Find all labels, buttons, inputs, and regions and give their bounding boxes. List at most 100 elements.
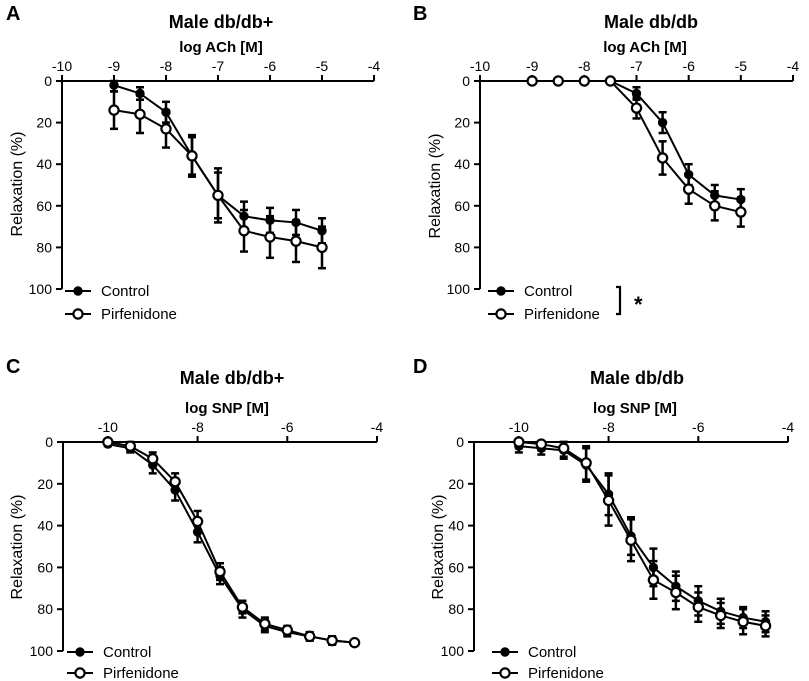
series-control — [514, 440, 771, 634]
y-tick-label: 20 — [454, 115, 470, 131]
data-point-open — [169, 476, 181, 488]
legend-marker-filled — [496, 286, 506, 296]
series-line — [518, 441, 766, 627]
significance-marker: * — [634, 292, 643, 317]
legend-marker-open — [495, 308, 507, 320]
chart-panel-b: B Male db/db log ACh [M] Relaxation (%) -10 -… — [413, 3, 799, 323]
data-point-open — [236, 601, 249, 613]
data-point-open — [535, 438, 547, 450]
data-point-open — [304, 630, 316, 643]
x-tick-label: -4 — [368, 58, 381, 74]
y-axis-label: Relaxation (%) — [9, 132, 26, 237]
x-axis-label: log ACh [M] — [603, 39, 687, 56]
data-point-open — [290, 235, 302, 247]
data-point-open — [214, 565, 226, 578]
panel-letter: B — [413, 3, 427, 25]
data-point-open — [630, 102, 643, 114]
series-pirfenidone — [526, 75, 747, 228]
data-point-open — [737, 616, 749, 628]
x-axis-label: log ACh [M] — [179, 39, 263, 56]
y-tick-label: 100 — [441, 643, 465, 659]
data-point-open — [102, 436, 114, 448]
series-pirfenidone — [108, 90, 328, 270]
x-tick-label: -6 — [682, 58, 695, 74]
data-point-open — [647, 574, 660, 586]
data-point-open — [682, 183, 695, 195]
legend-label: Control — [101, 283, 149, 300]
legend-label: Control — [103, 644, 151, 661]
legend: Control Pirfenidone — [67, 644, 179, 681]
legend-label: Pirfenidone — [524, 306, 600, 323]
y-tick-label: 80 — [37, 601, 53, 617]
data-point-open — [578, 75, 591, 87]
x-axis-label: log SNP [M] — [185, 400, 269, 417]
legend: Control Pirfenidone — [492, 644, 604, 681]
chart-panel-c: C Male db/db+ log SNP [M] Relaxation (%) -10… — [6, 356, 383, 681]
data-point-open — [124, 440, 136, 452]
data-point-open — [238, 225, 250, 237]
y-axis-label: Relaxation (%) — [9, 495, 26, 600]
x-tick-label: -8 — [578, 58, 591, 74]
data-point-open — [212, 189, 224, 202]
x-tick-label: -4 — [787, 58, 800, 74]
x-tick-label: -5 — [735, 58, 748, 74]
y-tick-label: 60 — [36, 198, 52, 214]
y-tick-label: 60 — [37, 559, 53, 575]
data-point-open — [160, 123, 172, 135]
x-tick-label: -8 — [160, 58, 173, 74]
x-tick-label: -10 — [52, 58, 72, 74]
y-tick-label: 0 — [45, 434, 53, 450]
x-tick-label: -8 — [191, 419, 204, 435]
data-point-open — [604, 75, 617, 87]
data-point-open — [259, 618, 271, 630]
x-tick-label: -4 — [371, 419, 384, 435]
x-tick-label: -9 — [108, 58, 121, 74]
x-tick-label: -7 — [212, 58, 225, 74]
legend-label: Pirfenidone — [528, 665, 604, 681]
x-tick-label: -10 — [470, 58, 490, 74]
y-tick-label: 0 — [456, 434, 464, 450]
data-point-open — [709, 200, 721, 212]
legend: Control Pirfenidone — [488, 283, 600, 323]
x-tick-label: -9 — [526, 58, 539, 74]
data-point-open — [759, 620, 772, 632]
panel-letter: C — [6, 356, 20, 378]
data-point-filled — [109, 80, 119, 90]
data-point-open — [580, 457, 592, 469]
y-tick-label: 40 — [448, 518, 464, 534]
chart-title: Male db/db — [604, 12, 698, 32]
y-tick-label: 80 — [454, 239, 470, 255]
data-point-open — [513, 436, 525, 448]
data-point-open — [348, 636, 361, 649]
chart-panel-d: D Male db/db log SNP [M] Relaxation (%) -10 -… — [413, 356, 794, 681]
series-line — [107, 441, 355, 644]
y-tick-label: 100 — [29, 281, 53, 297]
data-point-open — [670, 586, 682, 599]
legend-marker-filled — [75, 647, 85, 657]
y-tick-label: 0 — [462, 73, 470, 89]
legend-label: Control — [528, 644, 576, 661]
y-tick-label: 20 — [37, 476, 53, 492]
series-line — [518, 445, 766, 623]
data-point-open — [602, 494, 615, 507]
y-tick-label: 60 — [448, 559, 464, 575]
data-point-open — [264, 231, 276, 243]
y-tick-label: 60 — [454, 198, 470, 214]
legend-marker-filled — [73, 286, 83, 296]
y-tick-label: 20 — [36, 115, 52, 131]
data-point-open — [692, 601, 704, 613]
data-point-open — [316, 241, 328, 254]
x-tick-label: -10 — [98, 419, 118, 435]
chart-title: Male db/db+ — [180, 368, 285, 388]
y-tick-label: 40 — [454, 156, 470, 172]
y-tick-label: 20 — [448, 476, 464, 492]
data-point-open — [552, 75, 564, 87]
data-point-open — [134, 108, 146, 120]
legend: Control Pirfenidone — [65, 283, 177, 323]
series-pirfenidone — [513, 436, 772, 638]
data-point-open — [281, 624, 293, 636]
series-line — [107, 443, 355, 644]
x-tick-label: -7 — [630, 58, 643, 74]
series-pirfenidone — [102, 436, 361, 649]
x-axis-label: log SNP [M] — [593, 400, 677, 417]
